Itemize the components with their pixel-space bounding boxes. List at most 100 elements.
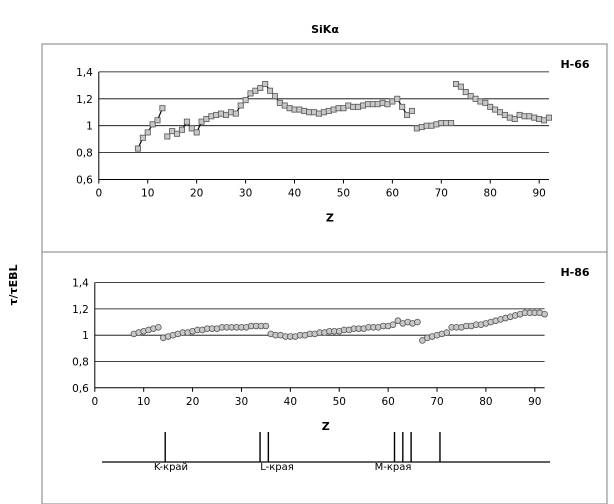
data-point	[438, 120, 445, 127]
data-point	[350, 103, 357, 110]
y-tick-label: 0,6	[76, 175, 93, 187]
data-point	[340, 105, 347, 112]
x-tick-label: 90	[532, 188, 545, 200]
data-point	[345, 102, 352, 109]
data-point	[213, 111, 220, 118]
y-tick-label: 0,8	[76, 148, 93, 160]
data-point	[541, 117, 548, 124]
data-point	[492, 106, 499, 113]
data-point	[506, 114, 513, 121]
data-point	[198, 118, 205, 125]
data-point	[360, 102, 367, 109]
data-point	[497, 109, 504, 116]
data-point	[227, 109, 234, 116]
x-tick-label: 20	[190, 188, 203, 200]
x-tick-label: 40	[284, 396, 297, 408]
data-point	[271, 93, 278, 100]
y-tick-label: 1	[82, 330, 89, 342]
data-point	[531, 114, 538, 121]
data-point	[457, 83, 464, 90]
data-point	[325, 107, 332, 114]
data-point	[155, 324, 162, 331]
data-point	[281, 102, 288, 109]
data-point	[159, 105, 166, 112]
data-point	[267, 87, 274, 94]
data-point	[154, 117, 161, 124]
data-point	[183, 118, 190, 125]
data-point	[174, 130, 181, 137]
data-point	[208, 113, 215, 120]
data-point	[169, 128, 176, 135]
data-point	[203, 115, 210, 122]
data-point	[501, 111, 508, 118]
x-tick-label: 10	[137, 396, 150, 408]
data-point	[418, 124, 425, 131]
data-point	[242, 97, 249, 104]
x-tick-label: 50	[333, 396, 346, 408]
x-tick-label: 20	[186, 396, 199, 408]
data-point	[414, 318, 421, 326]
data-point	[374, 101, 381, 108]
absorption-edges-scale: K-край L-края M-края	[102, 432, 550, 473]
x-tick-label: 10	[141, 188, 154, 200]
x-tick-label: 30	[235, 396, 248, 408]
x-tick-label: 90	[528, 396, 541, 408]
data-point	[311, 109, 318, 116]
data-point	[536, 115, 543, 122]
data-point	[482, 99, 489, 106]
chart-title: SiKα	[311, 23, 339, 36]
data-point	[526, 113, 533, 120]
data-point	[286, 105, 293, 112]
data-point	[232, 110, 239, 117]
data-point	[223, 111, 230, 118]
data-point	[467, 93, 474, 100]
data-point	[399, 103, 406, 110]
data-point	[188, 125, 195, 132]
data-point	[384, 101, 391, 108]
data-point	[262, 81, 269, 88]
x-tick-label: 80	[479, 396, 492, 408]
data-point	[330, 106, 337, 113]
data-point	[296, 106, 303, 113]
data-point	[511, 115, 518, 122]
panel-frame	[41, 43, 608, 253]
x-tick-label: 60	[381, 396, 394, 408]
data-point	[315, 110, 322, 117]
data-point	[428, 122, 435, 129]
data-point	[394, 95, 401, 102]
data-point	[144, 129, 151, 136]
data-point	[443, 120, 450, 127]
data-point	[389, 321, 397, 328]
edge-label-m: M-края	[375, 462, 412, 473]
data-point	[262, 322, 270, 330]
y-tick-label: 1,4	[72, 278, 89, 290]
data-point	[433, 121, 440, 128]
x-tick-label: 0	[91, 396, 98, 408]
data-point	[389, 98, 396, 105]
data-point	[443, 329, 451, 336]
data-point	[408, 107, 415, 114]
data-point	[276, 99, 283, 106]
y-tick-label: 1	[86, 121, 93, 133]
data-point	[487, 103, 494, 110]
x-tick-label: 80	[484, 188, 497, 200]
data-point	[423, 122, 430, 129]
panel-frame	[41, 251, 608, 504]
edge-label-l: L-края	[260, 462, 294, 473]
data-point	[472, 95, 479, 102]
data-point	[516, 111, 523, 118]
data-point	[320, 109, 327, 116]
x-tick-label: 0	[95, 188, 102, 200]
data-point	[462, 89, 469, 96]
data-point	[134, 145, 141, 152]
x-tick-label: 60	[386, 188, 399, 200]
x-axis-label: Z	[326, 212, 334, 225]
data-point	[257, 85, 264, 92]
data-point	[521, 113, 528, 120]
x-tick-label: 50	[337, 188, 350, 200]
data-point	[301, 107, 308, 114]
data-point	[193, 129, 200, 136]
data-point	[448, 120, 455, 127]
data-point	[545, 114, 552, 121]
